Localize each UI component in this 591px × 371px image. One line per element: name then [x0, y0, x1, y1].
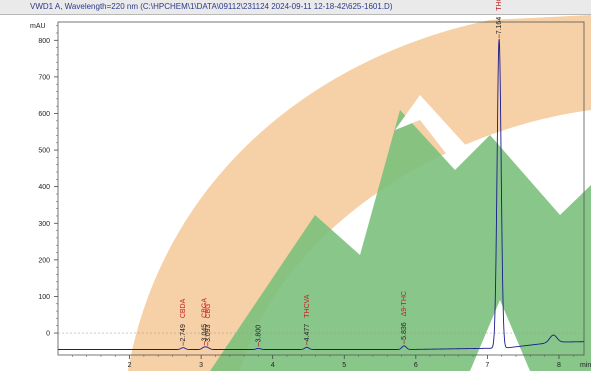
- x-tick-label: 8: [557, 362, 561, 369]
- green-mountain: [210, 110, 591, 371]
- peak-compound-label: THCVA: [304, 294, 311, 318]
- y-tick-label: 500: [38, 148, 50, 155]
- trace-layer: [58, 39, 584, 350]
- peak-rt-label: 3.045: [201, 324, 208, 342]
- peak-rt-label: 5.836: [401, 322, 408, 340]
- peak-rt-label: 3.093: [205, 324, 212, 342]
- y-axis-label: mAU: [30, 23, 46, 30]
- peak-rt-label: 2.749: [180, 324, 187, 342]
- x-axis-label: min: [580, 362, 591, 369]
- chart-header: VWD1 A, Wavelength=220 nm (C:\HPCHEM\1\D…: [0, 0, 591, 15]
- y-tick-label: 200: [38, 257, 50, 264]
- y-tick-label: 400: [38, 184, 50, 191]
- peak-compound-label: THCA: [496, 0, 503, 11]
- y-tick-label: 100: [38, 294, 50, 301]
- x-tick-label: 5: [342, 362, 346, 369]
- white-peak-stripe: [395, 95, 470, 165]
- y-tick-label: 0: [46, 331, 50, 338]
- y-tick-label: 300: [38, 221, 50, 228]
- peak-rt-label: 4.477: [304, 324, 311, 342]
- y-tick-label: 700: [38, 74, 50, 81]
- watermark-logo: [128, 15, 591, 371]
- peak-compound-label: CBDA: [180, 298, 187, 318]
- chart-title: VWD1 A, Wavelength=220 nm (C:\HPCHEM\1\D…: [30, 2, 393, 11]
- x-tick-label: 4: [271, 362, 275, 369]
- peak-rt-label: 3.800: [255, 325, 262, 343]
- peak-compound-label: CBGA: [201, 298, 208, 318]
- x-tick-label: 3: [199, 362, 203, 369]
- peak-rt-label: 7.164: [496, 17, 503, 35]
- x-tick-label: 6: [414, 362, 418, 369]
- axes-layer: mAU 0 100 200 300 400 500 600 700 800 2 3 4 5 6 7 8 min: [30, 21, 591, 369]
- peak-compound-label: Δ9-THC: [401, 291, 408, 316]
- orange-arc: [128, 15, 591, 371]
- y-tick-label: 800: [38, 38, 50, 45]
- y-tick-label: 600: [38, 111, 50, 118]
- plot-frame: [57, 21, 585, 356]
- x-tick-label: 2: [128, 362, 132, 369]
- peak-labels-layer: 2.749 CBDA 3.045 CBGA 3.093 CBG 3.800 4.477 THCV…: [180, 0, 503, 347]
- chromatogram-trace: [58, 39, 584, 350]
- x-tick-label: 7: [485, 362, 489, 369]
- peak-compound-label: CBG: [205, 303, 212, 318]
